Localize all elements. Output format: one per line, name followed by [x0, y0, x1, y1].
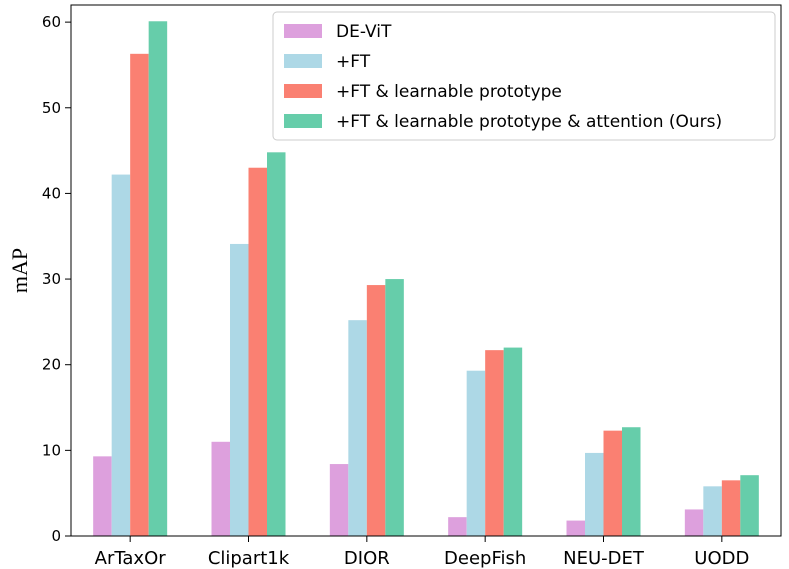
legend-swatch: [284, 114, 322, 128]
legend-swatch: [284, 84, 322, 98]
bar-uodd-series-2: [703, 486, 722, 536]
y-tick-label: 50: [42, 99, 61, 117]
y-tick-label: 30: [42, 270, 61, 288]
bar-uodd-series-4: [740, 475, 759, 536]
y-tick-label: 0: [51, 527, 61, 545]
legend-label: DE-ViT: [336, 22, 392, 42]
x-tick-label: DIOR: [344, 548, 390, 569]
legend-swatch: [284, 54, 322, 68]
bar-neu-det-series-3: [603, 430, 622, 536]
bar-clipart1k-series-2: [230, 243, 249, 536]
y-tick-label: 60: [42, 13, 61, 31]
bar-neu-det-series-1: [566, 520, 585, 536]
y-axis-label: mAP: [7, 248, 32, 293]
bar-artaxor-series-2: [111, 174, 131, 536]
bar-uodd-series-1: [684, 509, 704, 536]
x-tick-label: DeepFish: [444, 548, 526, 569]
bar-artaxor-series-3: [130, 53, 149, 536]
legend-label: +FT & learnable prototype: [336, 82, 562, 102]
y-axis: 0 10 20 30 40 50 60: [42, 13, 71, 545]
bar-dior-series-3: [366, 285, 386, 536]
x-tick-label: NEU-DET: [563, 548, 645, 569]
bar-artaxor-series-1: [93, 456, 112, 536]
y-tick-label: 40: [42, 184, 61, 202]
x-tick-label: Clipart1k: [208, 548, 290, 569]
bar-neu-det-series-2: [585, 452, 604, 536]
bar-dior-series-2: [348, 320, 367, 536]
bar-deepfish-series-3: [485, 350, 504, 536]
bar-artaxor-series-4: [148, 21, 168, 536]
bar-dior-series-4: [385, 279, 404, 536]
y-tick-label: 20: [42, 356, 61, 374]
x-tick-label: ArTaxOr: [95, 548, 167, 569]
bar-neu-det-series-4: [622, 427, 641, 536]
legend-label: +FT: [336, 52, 371, 72]
bar-clipart1k-series-1: [211, 441, 230, 536]
bar-deepfish-series-2: [466, 370, 486, 536]
legend-label: +FT & learnable prototype & attention (O…: [336, 112, 722, 132]
legend-frame: [272, 11, 776, 141]
plot-frame: [70, 4, 782, 537]
x-axis: ArTaxOr Clipart1k DIOR DeepFish NEU-DET UODD: [95, 536, 749, 569]
legend-swatch: [284, 24, 322, 38]
y-tick-label: 10: [42, 441, 61, 459]
bar-deepfish-series-1: [448, 517, 467, 536]
bar-uodd-series-3: [721, 480, 741, 536]
legend: DE-ViT +FT +FT & learnable prototype +FT & …: [272, 11, 776, 141]
bar-deepfish-series-4: [503, 347, 523, 536]
bar-clipart1k-series-3: [248, 167, 267, 536]
bar-clipart1k-series-4: [267, 152, 286, 536]
bars: [93, 21, 759, 536]
bar-dior-series-1: [329, 464, 349, 536]
x-tick-label: UODD: [694, 548, 749, 569]
